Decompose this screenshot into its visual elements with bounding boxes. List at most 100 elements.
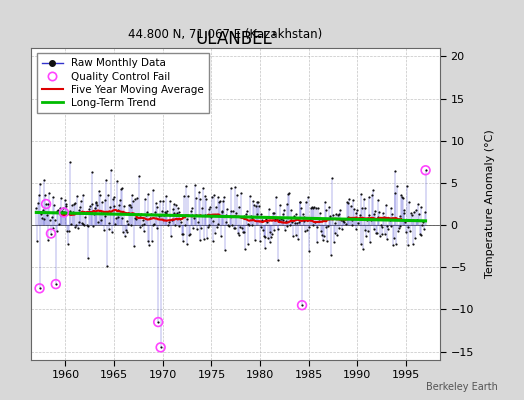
Point — [335, 225, 344, 231]
Point — [309, 204, 318, 211]
Point — [42, 212, 51, 218]
Point — [99, 210, 107, 216]
Point — [268, 230, 276, 237]
Point — [368, 186, 377, 193]
Point — [225, 213, 234, 220]
Point — [281, 218, 290, 224]
Point — [386, 217, 394, 223]
Point — [315, 218, 323, 224]
Point — [261, 244, 270, 251]
Point — [269, 227, 278, 233]
Point — [151, 200, 160, 206]
Point — [385, 215, 393, 221]
Point — [66, 208, 74, 214]
Point — [396, 213, 405, 220]
Point — [166, 212, 174, 218]
Point — [89, 223, 97, 230]
Point — [182, 183, 190, 189]
Point — [306, 216, 314, 222]
Point — [194, 188, 203, 195]
Point — [395, 224, 403, 231]
Point — [280, 206, 288, 213]
Point — [155, 213, 163, 220]
Point — [38, 215, 46, 221]
Point — [354, 220, 362, 226]
Point — [61, 197, 69, 203]
Point — [403, 224, 412, 231]
Point — [333, 232, 341, 238]
Point — [63, 228, 71, 234]
Point — [78, 220, 86, 226]
Point — [374, 197, 382, 204]
Point — [281, 227, 289, 234]
Point — [157, 344, 165, 350]
Point — [296, 199, 304, 205]
Point — [222, 212, 231, 218]
Point — [112, 214, 120, 221]
Point — [341, 216, 350, 222]
Point — [396, 222, 404, 229]
Point — [96, 210, 105, 216]
Point — [92, 199, 101, 205]
Point — [220, 194, 228, 201]
Point — [174, 223, 183, 230]
Point — [212, 203, 220, 210]
Point — [365, 211, 373, 218]
Point — [381, 230, 389, 237]
Point — [209, 238, 217, 244]
Point — [351, 215, 359, 221]
Point — [54, 207, 62, 214]
Point — [413, 217, 422, 224]
Point — [185, 231, 194, 238]
Point — [290, 219, 299, 226]
Point — [278, 210, 287, 217]
Point — [163, 208, 171, 214]
Point — [379, 210, 387, 216]
Point — [77, 198, 85, 204]
Point — [58, 208, 67, 215]
Point — [151, 209, 159, 216]
Point — [387, 205, 396, 212]
Point — [133, 195, 141, 202]
Point — [253, 210, 261, 217]
Point — [34, 200, 42, 206]
Point — [323, 238, 331, 244]
Point — [152, 204, 161, 210]
Point — [266, 239, 275, 246]
Point — [399, 207, 408, 214]
Point — [45, 236, 53, 243]
Point — [417, 204, 425, 210]
Point — [123, 229, 132, 235]
Point — [85, 206, 93, 212]
Point — [271, 216, 279, 222]
Point — [258, 217, 266, 223]
Point — [357, 190, 366, 197]
Point — [309, 222, 317, 228]
Point — [145, 242, 154, 248]
Point — [316, 210, 324, 216]
Point — [200, 212, 209, 218]
Text: Berkeley Earth: Berkeley Earth — [426, 382, 498, 392]
Point — [420, 226, 428, 232]
Point — [397, 192, 406, 198]
Point — [364, 227, 372, 234]
Point — [259, 227, 267, 234]
Point — [210, 192, 219, 198]
Point — [104, 220, 113, 226]
Point — [91, 204, 99, 211]
Point — [73, 193, 81, 200]
Point — [158, 207, 167, 214]
Point — [227, 185, 235, 191]
Point — [269, 210, 277, 216]
Point — [93, 202, 102, 208]
Point — [358, 205, 366, 212]
Point — [76, 204, 84, 210]
Point — [118, 215, 127, 221]
Point — [82, 208, 90, 215]
Point — [180, 193, 189, 199]
Point — [321, 198, 329, 205]
Point — [343, 199, 351, 205]
Point — [256, 238, 264, 244]
Point — [32, 205, 40, 212]
Point — [237, 189, 245, 196]
